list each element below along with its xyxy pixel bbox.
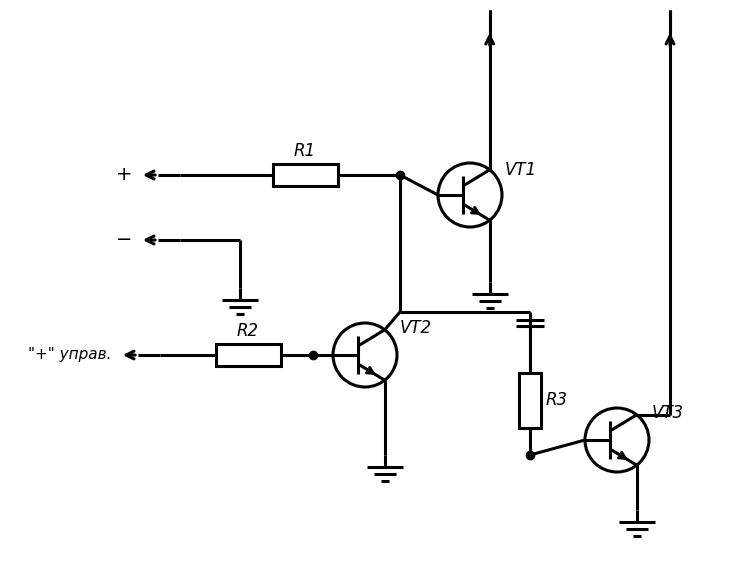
Text: −: − (116, 230, 132, 250)
Text: R1: R1 (294, 142, 316, 160)
Text: R2: R2 (237, 322, 259, 340)
Text: "+" управ.: "+" управ. (29, 347, 112, 362)
Bar (519, 372, 541, 427)
Text: R3: R3 (546, 391, 568, 409)
Bar (215, 344, 281, 366)
Text: +: + (116, 166, 132, 185)
Text: VT1: VT1 (505, 161, 537, 179)
Text: VT3: VT3 (652, 404, 684, 423)
Bar (273, 164, 337, 186)
Text: VT2: VT2 (400, 320, 432, 338)
